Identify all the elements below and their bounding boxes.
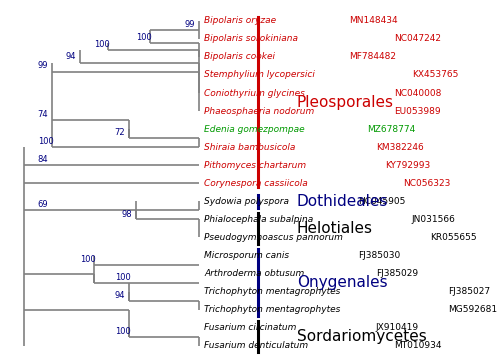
Text: KX453765: KX453765 [412, 70, 458, 79]
Text: Fusarium circinatum: Fusarium circinatum [204, 323, 300, 332]
Text: NC047242: NC047242 [394, 34, 441, 44]
Text: KY792993: KY792993 [385, 161, 430, 170]
Text: MT010934: MT010934 [394, 341, 442, 350]
Text: NC040008: NC040008 [394, 89, 441, 98]
Text: KM382246: KM382246 [376, 143, 424, 152]
Text: FJ385029: FJ385029 [376, 269, 418, 278]
Text: Shiraia bambusicola: Shiraia bambusicola [204, 143, 298, 152]
Text: Coniothyrium glycines: Coniothyrium glycines [204, 89, 308, 98]
Text: Helotiales: Helotiales [296, 221, 372, 236]
Text: 74: 74 [38, 110, 48, 119]
Text: Sydowia polyspora: Sydowia polyspora [204, 197, 292, 206]
Text: Trichophyton mentagrophytes: Trichophyton mentagrophytes [204, 305, 344, 314]
Text: 100: 100 [114, 273, 130, 282]
Text: Fusarium denticulatum: Fusarium denticulatum [204, 341, 312, 350]
Text: Phaeosphaeria nodorum: Phaeosphaeria nodorum [204, 107, 318, 115]
Text: MG592681: MG592681 [448, 305, 497, 314]
Text: Trichophyton mentagrophytes: Trichophyton mentagrophytes [204, 287, 344, 296]
Text: Arthroderma obtusum: Arthroderma obtusum [204, 269, 308, 278]
Text: 99: 99 [38, 61, 48, 70]
Text: Onygenales: Onygenales [296, 275, 388, 290]
Text: 100: 100 [136, 33, 152, 42]
Text: MN148434: MN148434 [349, 16, 398, 25]
Text: FJ385030: FJ385030 [358, 251, 400, 260]
Text: Edenia gomezpompae: Edenia gomezpompae [204, 125, 308, 134]
Text: Pleosporales: Pleosporales [296, 95, 394, 110]
Text: Phialocephala subalpina: Phialocephala subalpina [204, 215, 316, 224]
Text: 94: 94 [66, 52, 76, 61]
Text: JX910419: JX910419 [376, 323, 419, 332]
Text: Stemphylium lycopersici: Stemphylium lycopersici [204, 70, 318, 79]
Text: EU053989: EU053989 [394, 107, 440, 115]
Text: MF784482: MF784482 [349, 52, 396, 61]
Text: Pseudogymnoascus pannorum: Pseudogymnoascus pannorum [204, 233, 346, 242]
Text: FJ385027: FJ385027 [448, 287, 490, 296]
Text: 94: 94 [114, 291, 125, 300]
Text: 100: 100 [114, 327, 130, 336]
Text: Corynespora cassiicola: Corynespora cassiicola [204, 179, 311, 188]
Text: 100: 100 [38, 137, 54, 146]
Text: 99: 99 [184, 20, 195, 29]
Text: Microsporum canis: Microsporum canis [204, 251, 292, 260]
Text: Bipolaris oryzae: Bipolaris oryzae [204, 16, 280, 25]
Text: 98: 98 [122, 209, 132, 219]
Text: NC045905: NC045905 [358, 197, 405, 206]
Text: Sordariomycetes: Sordariomycetes [296, 329, 426, 344]
Text: Pithomyces chartarum: Pithomyces chartarum [204, 161, 310, 170]
Text: JN031566: JN031566 [412, 215, 456, 224]
Text: NC056323: NC056323 [402, 179, 450, 188]
Text: KR055655: KR055655 [430, 233, 476, 242]
Text: 72: 72 [114, 128, 126, 137]
Text: 100: 100 [94, 40, 110, 49]
Text: MZ678774: MZ678774 [367, 125, 415, 134]
Text: 84: 84 [38, 155, 48, 164]
Text: 100: 100 [80, 254, 96, 264]
Text: 69: 69 [38, 200, 48, 209]
Text: Dothideales: Dothideales [296, 194, 388, 209]
Text: Bipolaris cookei: Bipolaris cookei [204, 52, 278, 61]
Text: Bipolaris sorokiniana: Bipolaris sorokiniana [204, 34, 301, 44]
